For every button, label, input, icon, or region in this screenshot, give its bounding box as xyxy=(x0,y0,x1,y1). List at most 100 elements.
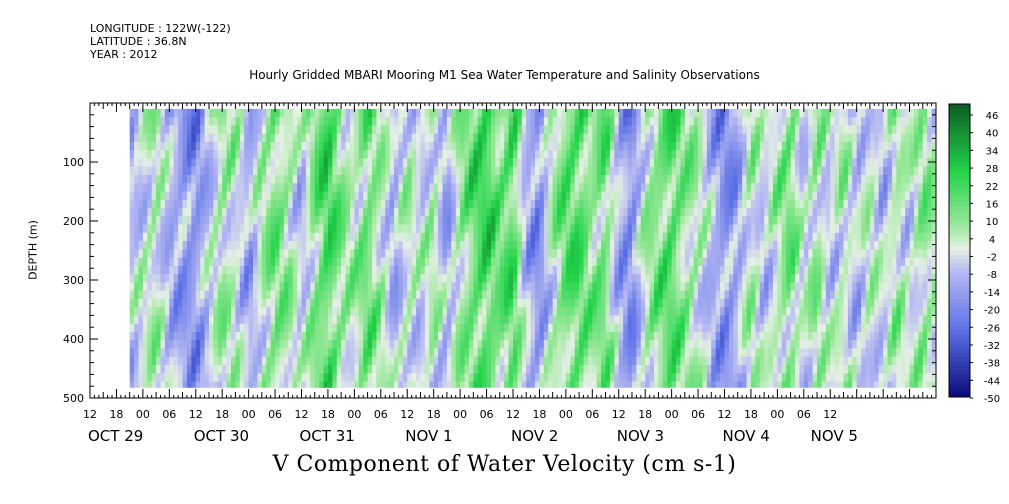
heatmap-cell xyxy=(513,216,518,225)
heatmap-cell xyxy=(768,315,774,325)
heatmap-cell xyxy=(142,356,148,366)
heatmap-cell xyxy=(358,158,364,168)
heatmap-cell xyxy=(420,208,426,217)
heatmap-cell xyxy=(178,117,183,126)
heatmap-cell xyxy=(407,249,413,258)
heatmap-cell xyxy=(156,282,161,292)
heatmap-cell xyxy=(200,216,205,225)
heatmap-cell xyxy=(266,166,272,176)
heatmap-cell xyxy=(266,108,272,118)
heatmap-cell xyxy=(433,183,439,192)
heatmap-cell xyxy=(134,323,139,333)
heatmap-cell xyxy=(424,199,430,209)
heatmap-cell xyxy=(402,141,408,151)
heatmap-cell xyxy=(319,307,324,316)
heatmap-cell xyxy=(354,158,360,168)
heatmap-cell xyxy=(750,340,756,349)
heatmap-cell xyxy=(640,150,646,159)
heatmap-cell xyxy=(358,290,364,300)
heatmap-cell xyxy=(319,191,324,201)
heatmap-cell xyxy=(746,298,752,308)
heatmap-cell xyxy=(706,191,712,201)
heatmap-cell xyxy=(411,174,417,184)
heatmap-cell xyxy=(693,323,699,333)
heatmap-cell xyxy=(667,158,673,168)
heatmap-cell xyxy=(451,117,457,126)
heatmap-cell xyxy=(627,133,633,143)
heatmap-cell xyxy=(605,224,611,234)
heatmap-cell xyxy=(354,373,360,382)
heatmap-cell xyxy=(310,158,316,168)
heatmap-cell xyxy=(261,191,267,201)
heatmap-cell xyxy=(129,117,135,126)
heatmap-cell xyxy=(142,257,148,267)
heatmap-cell xyxy=(631,315,637,325)
heatmap-cell xyxy=(222,241,227,250)
heatmap-cell xyxy=(733,150,739,159)
heatmap-cell xyxy=(583,274,589,283)
heatmap-cell xyxy=(151,158,157,168)
heatmap-cell xyxy=(680,364,686,374)
heatmap-cell xyxy=(446,340,452,349)
heatmap-cell xyxy=(156,133,161,143)
heatmap-cell xyxy=(142,166,148,176)
heatmap-cell xyxy=(380,224,386,234)
heatmap-cell xyxy=(495,150,501,159)
heatmap-cell xyxy=(270,224,276,234)
heatmap-cell xyxy=(587,249,593,258)
heatmap-cell xyxy=(398,133,404,143)
heatmap-cell xyxy=(587,216,593,225)
heatmap-cell xyxy=(261,166,267,176)
heatmap-cell xyxy=(460,208,465,217)
heatmap-cell xyxy=(204,340,210,349)
heatmap-cell xyxy=(253,174,258,184)
heatmap-cell xyxy=(235,381,241,388)
heatmap-cell xyxy=(134,166,139,176)
heatmap-cell xyxy=(341,241,346,250)
heatmap-cell xyxy=(301,249,307,258)
heatmap-cell xyxy=(557,340,562,349)
heatmap-cell xyxy=(385,191,391,201)
heatmap-cell xyxy=(561,183,567,192)
heatmap-cell xyxy=(270,373,276,382)
heatmap-cell xyxy=(477,141,483,151)
heatmap-cell xyxy=(394,174,399,184)
heatmap-cell xyxy=(376,249,382,258)
heatmap-cell xyxy=(605,298,611,308)
heatmap-cell xyxy=(297,282,302,292)
heatmap-cell xyxy=(160,199,166,209)
heatmap-cell xyxy=(654,199,659,209)
heatmap-cell xyxy=(332,282,338,292)
heatmap-cell xyxy=(142,307,148,316)
heatmap-cell xyxy=(363,290,368,300)
heatmap-cell xyxy=(429,364,435,374)
heatmap-cell xyxy=(486,356,492,366)
heatmap-cell xyxy=(301,199,307,209)
heatmap-cell xyxy=(239,265,245,275)
heatmap-cell xyxy=(689,166,695,176)
heatmap-cell xyxy=(438,141,443,151)
heatmap-cell xyxy=(728,224,734,234)
heatmap-cell xyxy=(239,298,245,308)
heatmap-cell xyxy=(156,290,161,300)
heatmap-cell xyxy=(173,232,179,242)
heatmap-cell xyxy=(583,356,589,366)
heatmap-cell xyxy=(372,158,377,168)
heatmap-cell xyxy=(477,150,483,159)
heatmap-cell xyxy=(557,232,562,242)
heatmap-cell xyxy=(305,208,311,217)
heatmap-cell xyxy=(623,199,628,209)
heatmap-cell xyxy=(706,241,712,250)
heatmap-cell xyxy=(455,290,461,300)
heatmap-cell xyxy=(706,290,712,300)
heatmap-cell xyxy=(191,348,197,358)
heatmap-cell xyxy=(275,117,280,126)
heatmap-cell xyxy=(557,348,562,358)
heatmap-cell xyxy=(283,381,289,388)
heatmap-cell xyxy=(433,125,439,135)
heatmap-cell xyxy=(618,191,624,201)
heatmap-cell xyxy=(372,373,377,382)
heatmap-cell xyxy=(715,224,721,234)
heatmap-cell xyxy=(676,232,681,242)
heatmap-cell xyxy=(724,158,730,168)
